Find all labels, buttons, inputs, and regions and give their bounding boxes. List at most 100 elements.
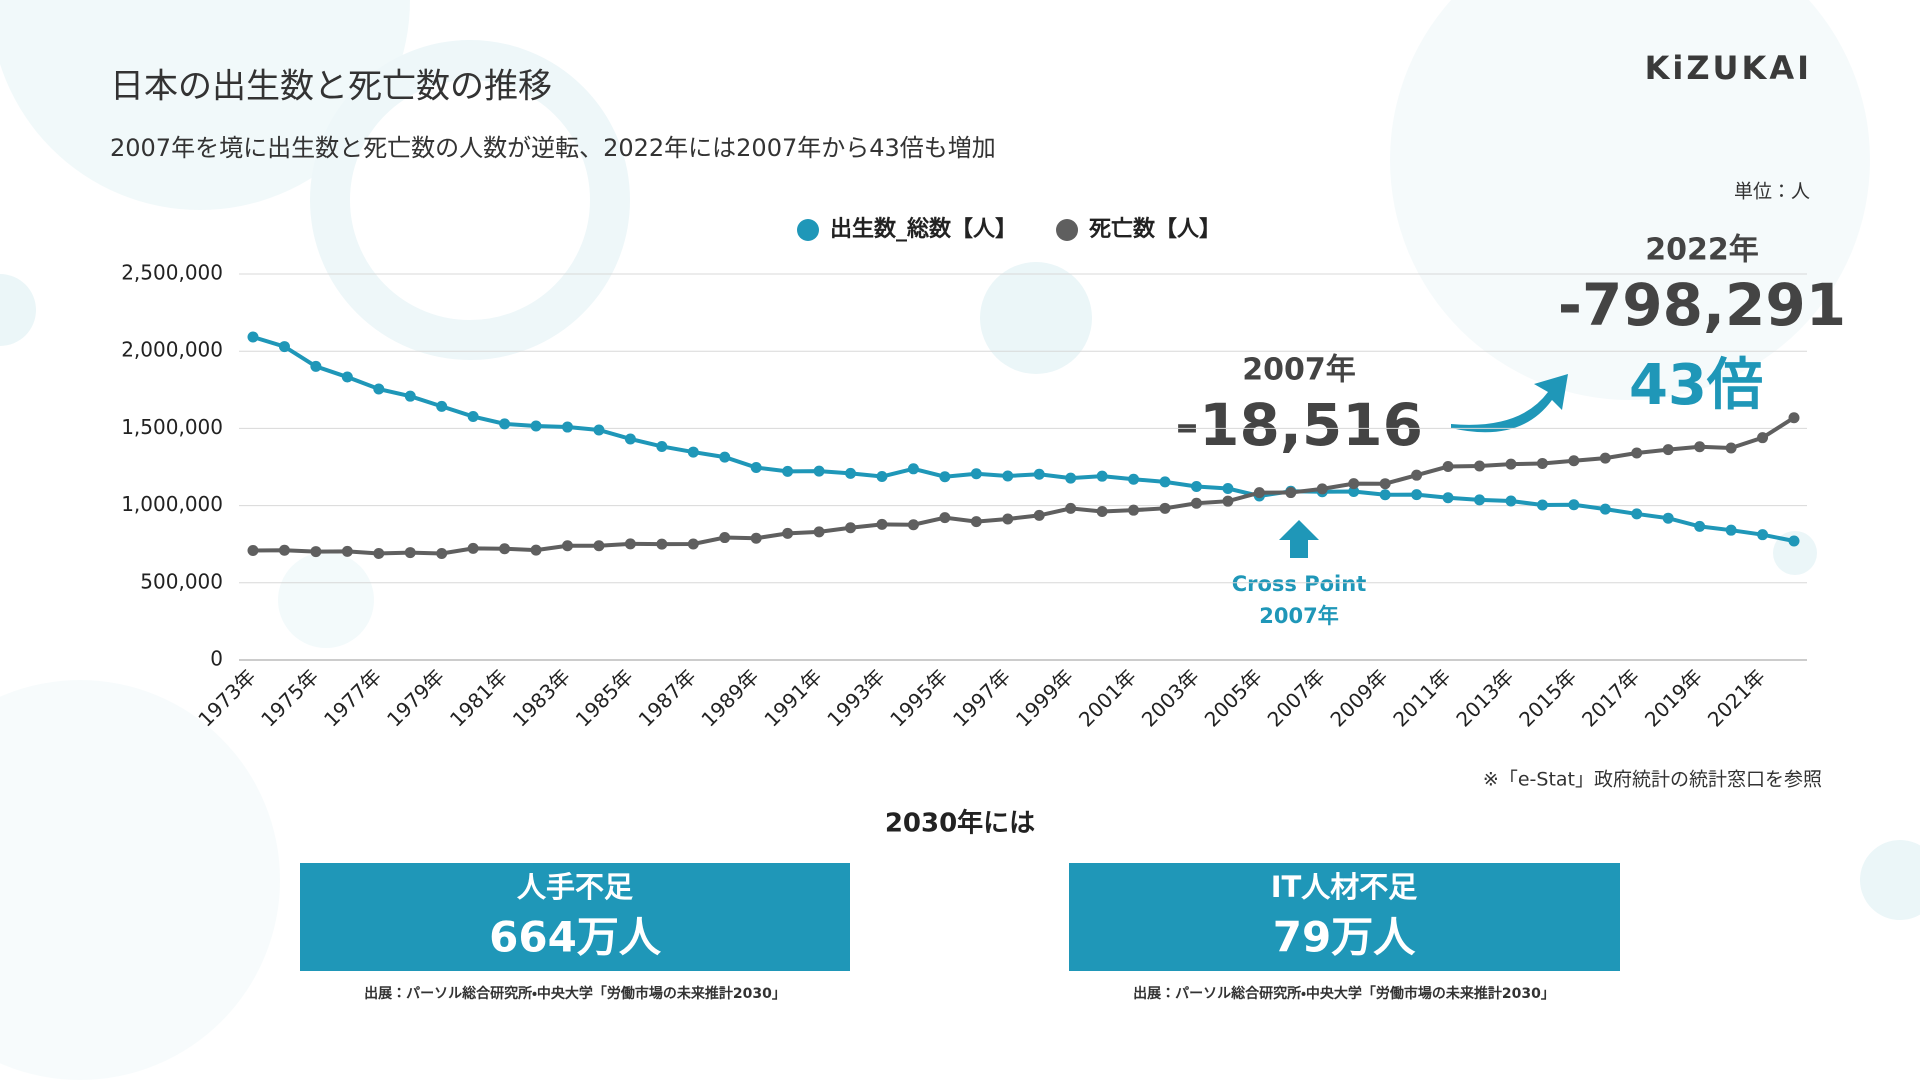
box-value: 664万人	[489, 913, 662, 962]
point	[499, 418, 511, 430]
point	[1222, 483, 1234, 495]
x-tick-label: 2019年	[1640, 664, 1707, 731]
point	[247, 544, 259, 556]
series-line	[252, 416, 1796, 556]
point	[373, 547, 385, 559]
cross-point-label: Cross Point	[1232, 572, 1367, 596]
x-tick-label: 2013年	[1451, 664, 1518, 731]
point	[1379, 478, 1391, 490]
point	[845, 467, 857, 479]
point	[1442, 492, 1454, 504]
point	[750, 532, 762, 544]
point	[310, 546, 322, 558]
x-tick-label: 2007年	[1263, 664, 1330, 731]
x-tick-label: 1989年	[696, 664, 763, 731]
legend-marker	[797, 219, 819, 241]
point	[436, 548, 448, 560]
outlook-box: 人手不足 664万人 出展：パーソル総合研究所・中央大学「労働市場の未来推計20…	[300, 863, 850, 1002]
point	[1662, 512, 1674, 524]
cross-point-year: 2007年	[1259, 604, 1338, 628]
point	[970, 516, 982, 528]
point	[970, 468, 982, 480]
point	[1536, 457, 1548, 469]
point	[1505, 458, 1517, 470]
point	[467, 411, 479, 423]
subtitle: 2007年を境に出生数と死亡数の人数が逆転、2022年には2007年から43倍も…	[110, 134, 996, 162]
point	[1474, 494, 1486, 506]
point	[845, 522, 857, 534]
x-tick-label: 1999年	[1011, 664, 1078, 731]
x-tick-label: 1993年	[822, 664, 889, 731]
point	[1159, 502, 1171, 514]
point	[907, 463, 919, 475]
callout-ratio: 43倍	[1629, 353, 1763, 418]
legend-label: 出生数_総数【人】	[830, 216, 1017, 242]
point	[310, 360, 322, 372]
box-title: IT人材不足	[1271, 870, 1418, 904]
title: 日本の出生数と死亡数の推移	[110, 67, 552, 107]
outlook-heading: 2030年には	[885, 808, 1035, 839]
point	[1757, 529, 1769, 541]
point	[1096, 470, 1108, 482]
point	[1065, 472, 1077, 484]
point	[1568, 499, 1580, 511]
point	[1002, 470, 1014, 482]
cross-arrow	[1279, 520, 1319, 558]
point	[593, 540, 605, 552]
trend-arrow	[1451, 374, 1568, 433]
point	[1725, 524, 1737, 536]
x-tick-label: 1995年	[885, 664, 952, 731]
y-tick-label: 2,500,000	[121, 261, 223, 285]
point	[782, 527, 794, 539]
point	[499, 543, 511, 555]
legend-label: 死亡数【人】	[1089, 216, 1221, 242]
x-tick-label: 2005年	[1200, 664, 1267, 731]
outlook-box: IT人材不足 79万人 出展：パーソル総合研究所・中央大学「労働市場の未来推計2…	[1069, 863, 1620, 1002]
point	[1662, 444, 1674, 456]
y-tick-label: 500,000	[140, 569, 223, 593]
x-tick-label: 1997年	[948, 664, 1015, 731]
point	[1411, 489, 1423, 501]
box-source: 出展：パーソル総合研究所・中央大学「労働市場の未来推計2030」	[1133, 985, 1555, 1002]
point	[404, 390, 416, 402]
callout-year: 2022年	[1645, 233, 1759, 268]
point	[876, 471, 888, 483]
point	[1065, 502, 1077, 514]
point	[247, 331, 259, 343]
point	[1694, 520, 1706, 532]
point	[1033, 509, 1045, 521]
point	[1536, 499, 1548, 511]
point	[624, 538, 636, 550]
point	[341, 545, 353, 557]
legend-marker	[1056, 219, 1079, 241]
point	[939, 471, 951, 483]
point	[1725, 442, 1737, 454]
x-tick-label: 2003年	[1137, 664, 1204, 731]
box-value: 79万人	[1273, 913, 1416, 962]
point	[1128, 504, 1140, 516]
y-tick-label: 1,500,000	[121, 415, 223, 439]
point	[1694, 441, 1706, 453]
point	[1631, 508, 1643, 520]
x-tick-label: 1973年	[193, 664, 260, 731]
callout-year: 2007年	[1242, 353, 1356, 388]
point	[1253, 487, 1265, 499]
point	[1757, 432, 1769, 444]
point	[813, 465, 825, 477]
x-tick-label: 1987年	[634, 664, 701, 731]
point	[530, 420, 542, 432]
source-note: ※「e-Stat」政府統計の統計窓口を参照	[1483, 769, 1822, 791]
point	[1033, 468, 1045, 480]
point	[876, 518, 888, 530]
point	[719, 451, 731, 463]
point	[1505, 495, 1517, 507]
point	[939, 512, 951, 524]
point	[1190, 481, 1202, 493]
callout-value: -798,291	[1558, 271, 1846, 339]
point	[1159, 476, 1171, 488]
point	[1128, 473, 1140, 485]
point	[561, 421, 573, 433]
point	[1222, 495, 1234, 507]
